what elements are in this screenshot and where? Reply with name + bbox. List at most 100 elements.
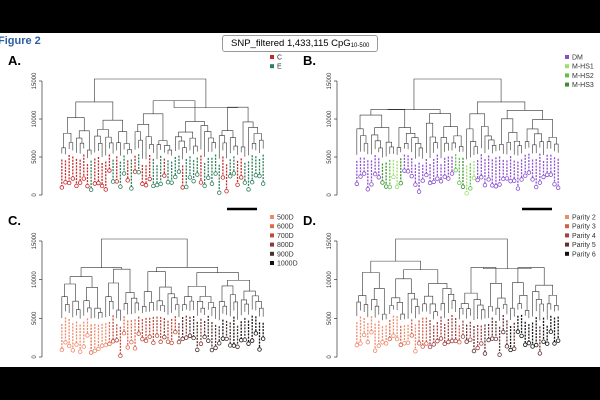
dendrogram-branch xyxy=(156,144,161,160)
leaf-marker xyxy=(118,184,123,189)
leaf-marker xyxy=(103,342,108,348)
y-tick-label: 15000 xyxy=(327,232,333,249)
dendrogram-branch xyxy=(175,136,183,151)
dendrogram-branch xyxy=(94,78,207,108)
dendrogram-branch xyxy=(490,283,502,307)
leaf-marker xyxy=(413,182,418,187)
dendrogram-branch xyxy=(415,306,420,319)
dendrogram-branch xyxy=(175,304,180,318)
leaf-marker xyxy=(446,339,451,345)
y-tick-label: 0 xyxy=(32,355,38,359)
leaf-marker xyxy=(121,171,127,176)
dendrogram-branch xyxy=(76,309,81,319)
leaf-marker xyxy=(202,334,207,340)
legend-swatch xyxy=(565,251,569,256)
dendrogram-branch xyxy=(76,137,83,153)
dendrogram-branch xyxy=(227,106,249,131)
leaf-marker xyxy=(468,337,473,342)
leaf-marker xyxy=(501,329,506,335)
leaf-marker xyxy=(169,180,174,185)
dendrogram-branch xyxy=(229,294,237,317)
dendrogram-branch xyxy=(495,307,500,321)
dendrogram-branch xyxy=(548,136,557,145)
dendrogram-branch xyxy=(182,147,187,160)
dendrogram-branch xyxy=(86,286,98,309)
leaf-marker xyxy=(143,338,149,344)
legend-label: Parity 5 xyxy=(572,242,596,249)
leaf-marker xyxy=(151,340,156,346)
leaf-marker xyxy=(490,336,495,341)
leaf-marker xyxy=(239,338,244,343)
leaf-marker xyxy=(435,338,440,344)
dendrogram-branch xyxy=(108,282,119,311)
dendrogram-branch xyxy=(189,300,194,311)
dendrogram-branch xyxy=(185,121,205,133)
leaf-marker xyxy=(228,174,233,179)
leaf-marker xyxy=(176,339,182,345)
dendrogram-branch xyxy=(63,132,72,148)
leaf-marker xyxy=(96,180,101,186)
y-tick-label: 15000 xyxy=(32,72,38,89)
dendrogram-branch xyxy=(433,142,438,153)
legend-label: Parity 3 xyxy=(572,224,596,231)
legend-label: 800D xyxy=(277,242,294,249)
dendrogram-branch xyxy=(65,304,70,313)
leaf-marker xyxy=(457,340,462,345)
leaf-marker xyxy=(369,330,374,335)
leaf-marker xyxy=(555,338,561,343)
dendrogram-branch xyxy=(508,132,518,143)
leaf-marker xyxy=(537,180,543,185)
leaf-marker xyxy=(552,182,557,187)
dendrogram-branch xyxy=(101,238,188,268)
leaf-marker xyxy=(431,342,436,347)
leaf-marker xyxy=(380,340,385,345)
leaf-marker xyxy=(493,184,499,189)
dendrogram-branch xyxy=(382,313,387,321)
legend-swatch xyxy=(565,82,569,87)
y-tick-label: 15000 xyxy=(327,72,333,89)
dendrogram-branch xyxy=(524,310,530,319)
dendrogram-branch xyxy=(207,302,215,310)
dendrogram-branch xyxy=(483,267,532,269)
y-tick-label: 10000 xyxy=(327,271,333,288)
leaf-marker xyxy=(253,331,259,336)
figure-title: SNP_filtered 1,433,115 CpG10-500 xyxy=(222,35,379,52)
dendrogram-branch xyxy=(251,295,259,310)
leaf-marker xyxy=(195,347,200,353)
legend-label: 600D xyxy=(277,224,294,231)
dendrogram-branch xyxy=(396,147,402,155)
dendrogram-branch xyxy=(167,149,172,156)
panel-letter: A. xyxy=(8,53,21,68)
dendrogram-branch xyxy=(79,142,85,154)
leaf-marker xyxy=(136,170,141,175)
y-tick-label: 10000 xyxy=(32,110,38,127)
leaf-marker xyxy=(479,341,484,346)
dendrogram-branch xyxy=(371,299,378,311)
legend-swatch xyxy=(270,64,274,69)
dendrogram-branch xyxy=(374,140,381,150)
dendrogram-branch xyxy=(359,114,383,129)
leaf-marker xyxy=(239,175,244,180)
dendrogram-branch xyxy=(72,300,79,318)
dendrogram-branch xyxy=(374,127,390,143)
leaf-marker xyxy=(74,183,79,189)
legend-label: 900D xyxy=(277,251,294,258)
panel-d: D. 0 5000 10000 15000 Parity 2 Parity 3 Parity … xyxy=(303,213,596,359)
dendrogram-branch xyxy=(524,141,530,149)
legend-swatch xyxy=(565,233,569,238)
leaf-marker xyxy=(88,187,94,192)
dendrogram-branch xyxy=(429,303,436,314)
dendrogram-branch xyxy=(554,143,559,153)
leaf-marker xyxy=(541,339,546,344)
leaf-marker xyxy=(114,338,119,343)
dendrogram-branch xyxy=(158,140,168,146)
dendrogram-branch xyxy=(459,146,464,152)
legend-label: 500D xyxy=(277,215,294,222)
leaf-marker xyxy=(544,341,550,346)
leaf-marker xyxy=(530,344,535,349)
leaf-marker xyxy=(449,338,455,344)
leaf-marker xyxy=(405,169,411,174)
legend-swatch xyxy=(565,242,569,247)
legend-swatch xyxy=(565,55,569,59)
leaf-marker xyxy=(63,180,68,185)
